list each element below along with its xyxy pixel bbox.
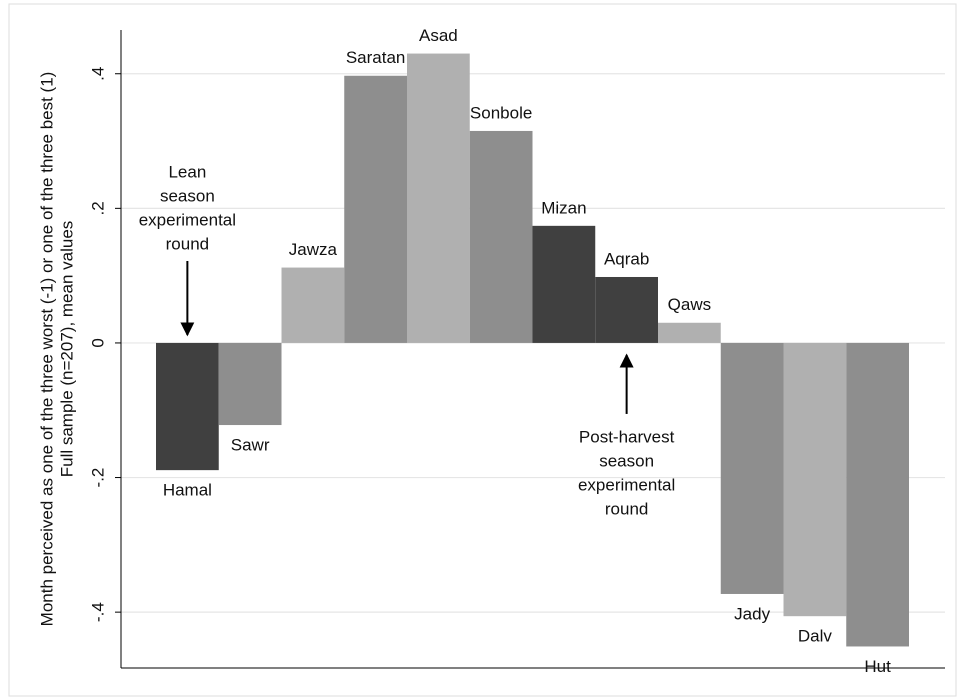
bar — [344, 75, 407, 343]
y-tick-label: .4 — [88, 67, 107, 81]
bar — [846, 342, 909, 647]
bar-label: Jady — [734, 604, 770, 623]
bar — [720, 342, 784, 594]
bar — [156, 342, 219, 471]
bar — [658, 322, 721, 343]
annotation: round — [605, 499, 648, 518]
annotation: Post-harvest — [579, 427, 675, 446]
annotation: round — [166, 234, 209, 253]
bar — [281, 267, 345, 343]
bar — [469, 130, 533, 343]
annotation: experimental — [578, 475, 675, 494]
y-axis-title: Month perceived as one of the three wors… — [37, 72, 56, 627]
bar-label: Mizan — [541, 198, 586, 217]
bar — [532, 225, 596, 343]
bar — [407, 53, 470, 343]
bar-label: Saratan — [346, 48, 406, 67]
annotation: experimental — [139, 210, 236, 229]
bar-label: Jawza — [289, 240, 338, 259]
bar-label: Qaws — [668, 295, 711, 314]
y-tick-label: .2 — [88, 201, 107, 215]
frame — [8, 3, 957, 697]
bar-label: Sawr — [231, 436, 270, 455]
bar-label: Dalv — [798, 627, 833, 646]
bar-label: Asad — [419, 26, 458, 45]
y-tick-label: 0 — [88, 338, 107, 347]
bar — [218, 342, 282, 426]
bar-label: Hamal — [163, 481, 212, 500]
annotation: season — [160, 186, 215, 205]
y-tick-label: -.2 — [88, 468, 107, 488]
y-axis-title: Full sample (n=207), mean values — [57, 221, 76, 478]
bar — [595, 276, 658, 343]
annotation: season — [599, 451, 654, 470]
bar-label: Sonbole — [470, 103, 532, 122]
annotation: Lean — [168, 162, 206, 181]
bar-label: Hut — [864, 657, 891, 676]
bar-label: Aqrab — [604, 249, 649, 268]
y-tick-label: -.4 — [88, 602, 107, 622]
bar — [783, 342, 847, 617]
